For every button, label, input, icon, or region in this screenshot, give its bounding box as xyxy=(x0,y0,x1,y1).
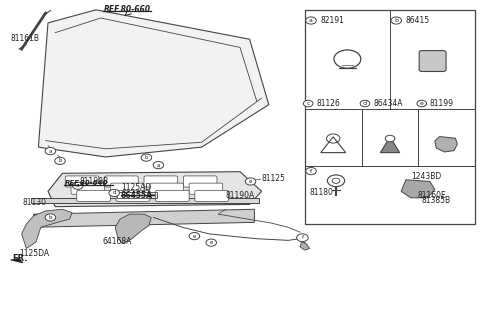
Text: b: b xyxy=(394,18,398,23)
Text: FR.: FR. xyxy=(12,254,27,263)
FancyBboxPatch shape xyxy=(156,190,189,201)
Polygon shape xyxy=(115,214,151,244)
Text: f: f xyxy=(310,169,312,174)
Circle shape xyxy=(206,239,216,246)
Text: e: e xyxy=(249,179,252,184)
Text: e: e xyxy=(209,240,213,245)
Circle shape xyxy=(245,178,256,185)
FancyBboxPatch shape xyxy=(116,190,150,201)
FancyBboxPatch shape xyxy=(189,183,223,194)
Text: d: d xyxy=(112,190,116,196)
FancyBboxPatch shape xyxy=(195,190,228,201)
Text: a: a xyxy=(156,163,160,168)
Text: 81161B: 81161B xyxy=(11,34,39,43)
Circle shape xyxy=(141,154,152,161)
Text: REF.80-640: REF.80-640 xyxy=(65,180,108,186)
Text: f: f xyxy=(301,235,303,240)
Text: 1243BD: 1243BD xyxy=(411,172,441,181)
Text: 86415: 86415 xyxy=(405,16,430,25)
Circle shape xyxy=(297,234,308,242)
Text: d: d xyxy=(363,101,367,106)
Polygon shape xyxy=(300,242,310,250)
Polygon shape xyxy=(435,137,457,152)
FancyBboxPatch shape xyxy=(110,183,144,194)
Polygon shape xyxy=(34,209,254,227)
Text: b: b xyxy=(48,215,52,220)
Circle shape xyxy=(306,17,316,24)
Text: 86434A: 86434A xyxy=(373,99,403,108)
FancyBboxPatch shape xyxy=(65,176,99,187)
FancyBboxPatch shape xyxy=(77,190,110,201)
Bar xyxy=(305,10,475,224)
Text: a: a xyxy=(76,183,80,188)
Circle shape xyxy=(153,162,164,169)
Text: 82191: 82191 xyxy=(320,16,344,25)
Text: 81180: 81180 xyxy=(310,188,334,198)
Circle shape xyxy=(303,100,313,107)
Text: 81160E: 81160E xyxy=(418,191,447,200)
Circle shape xyxy=(109,189,120,197)
Polygon shape xyxy=(38,10,269,157)
Text: 86455A: 86455A xyxy=(121,191,153,200)
Text: b: b xyxy=(58,158,62,164)
Text: c: c xyxy=(306,101,310,106)
Circle shape xyxy=(417,100,427,107)
Polygon shape xyxy=(380,137,399,153)
Polygon shape xyxy=(321,137,346,153)
Text: a: a xyxy=(309,18,313,23)
Text: REF.80-660: REF.80-660 xyxy=(104,5,151,14)
Circle shape xyxy=(306,167,316,175)
Circle shape xyxy=(385,135,395,142)
Circle shape xyxy=(45,214,56,221)
FancyBboxPatch shape xyxy=(150,183,183,194)
Text: 81190B: 81190B xyxy=(79,177,108,186)
Text: 81126: 81126 xyxy=(316,99,340,108)
Text: 81385B: 81385B xyxy=(421,196,450,205)
Text: 1125DA: 1125DA xyxy=(20,249,49,258)
Circle shape xyxy=(55,157,65,164)
FancyBboxPatch shape xyxy=(71,183,105,194)
Polygon shape xyxy=(31,198,259,203)
Polygon shape xyxy=(22,209,72,249)
Text: e: e xyxy=(420,101,424,106)
Circle shape xyxy=(360,100,370,107)
Circle shape xyxy=(72,182,83,189)
FancyBboxPatch shape xyxy=(105,176,138,187)
Text: 81125: 81125 xyxy=(262,174,286,183)
Text: 81190A: 81190A xyxy=(226,191,254,200)
Text: e: e xyxy=(192,233,196,239)
Text: 64168A: 64168A xyxy=(103,237,132,246)
FancyBboxPatch shape xyxy=(183,176,217,187)
FancyBboxPatch shape xyxy=(144,176,178,187)
Circle shape xyxy=(45,147,56,155)
Polygon shape xyxy=(401,180,435,198)
Text: b: b xyxy=(144,155,148,160)
Text: 1125AD: 1125AD xyxy=(121,183,152,192)
Circle shape xyxy=(391,17,401,24)
Circle shape xyxy=(189,232,200,240)
Polygon shape xyxy=(48,172,262,207)
Polygon shape xyxy=(11,258,23,263)
FancyBboxPatch shape xyxy=(419,51,446,72)
Text: 81130: 81130 xyxy=(23,198,47,207)
Text: 81199: 81199 xyxy=(430,99,454,108)
Text: a: a xyxy=(48,148,52,154)
